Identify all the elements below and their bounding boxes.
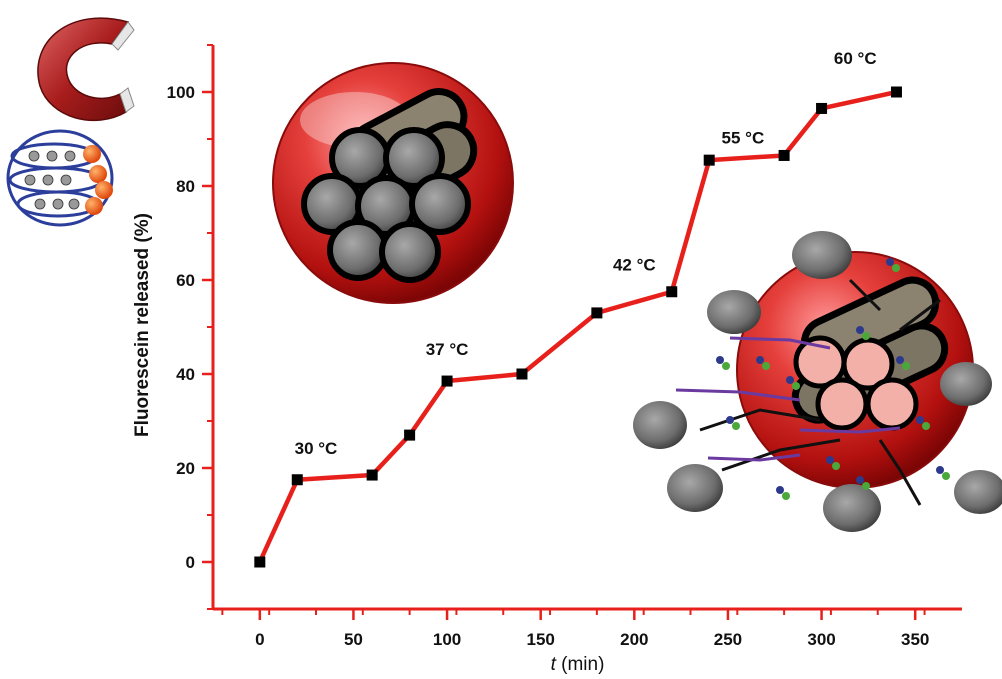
nanoparticle-cluster-icon (6, 129, 114, 227)
plot-area: 30 °C 37 °C 42 °C 55 °C 60 °C (254, 49, 902, 568)
series-line (257, 89, 897, 563)
y-tick-label: 80 (176, 177, 195, 196)
temperature-annotation: 37 °C (426, 340, 469, 359)
data-point (441, 375, 453, 387)
intact-capsule-illustration (272, 62, 514, 304)
released-capsule-illustration (633, 231, 1002, 532)
x-tick-label: 250 (714, 630, 742, 649)
data-point (778, 149, 790, 161)
temperature-annotation: 42 °C (613, 256, 656, 275)
data-point (703, 154, 715, 166)
data-point (666, 286, 678, 298)
data-point (890, 86, 902, 98)
y-tick-label: 20 (176, 459, 195, 478)
x-tick-label: 150 (527, 630, 555, 649)
x-axis-label: t (min) (551, 654, 605, 675)
temperature-annotation: 60 °C (834, 49, 877, 68)
data-point (254, 556, 266, 568)
data-point (816, 102, 828, 114)
data-point (404, 429, 416, 441)
y-tick-label: 60 (176, 271, 195, 290)
y-tick-label: 0 (186, 553, 195, 572)
y-tick-label: 40 (176, 365, 195, 384)
data-point (366, 469, 378, 481)
y-axis-label: Fluorescein released (%) (132, 213, 153, 437)
temperature-annotation: 30 °C (295, 439, 338, 458)
x-tick-label: 0 (255, 630, 264, 649)
y-tick-label: 100 (167, 83, 195, 102)
x-tick-label: 50 (344, 630, 363, 649)
data-point (591, 307, 603, 319)
x-tick-label: 100 (433, 630, 461, 649)
magnet-icon (37, 17, 135, 121)
data-point (291, 474, 303, 486)
temperature-annotation: 55 °C (722, 129, 765, 148)
axes: 0 50 100 150 200 250 300 350 0 20 40 60 80 100 t (min)… (132, 44, 962, 675)
data-point (516, 368, 528, 380)
x-tick-label: 200 (620, 630, 648, 649)
x-tick-label: 300 (807, 630, 835, 649)
x-tick-label: 350 (901, 630, 929, 649)
